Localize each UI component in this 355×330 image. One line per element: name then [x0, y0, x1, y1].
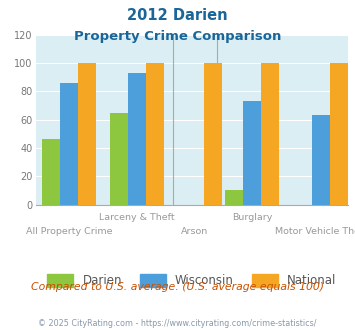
Bar	[128, 73, 146, 205]
Bar	[330, 63, 348, 205]
Text: All Property Crime: All Property Crime	[26, 227, 112, 236]
Bar	[225, 190, 244, 205]
Bar	[244, 101, 262, 205]
Text: Arson: Arson	[181, 227, 208, 236]
Bar	[262, 63, 279, 205]
Text: Motor Vehicle Theft: Motor Vehicle Theft	[275, 227, 355, 236]
Bar	[146, 63, 164, 205]
Text: Property Crime Comparison: Property Crime Comparison	[74, 30, 281, 43]
Bar	[312, 115, 330, 205]
Text: 2012 Darien: 2012 Darien	[127, 8, 228, 23]
Bar	[204, 63, 222, 205]
Bar	[78, 63, 96, 205]
Legend: Darien, Wisconsin, National: Darien, Wisconsin, National	[42, 269, 341, 292]
Text: © 2025 CityRating.com - https://www.cityrating.com/crime-statistics/: © 2025 CityRating.com - https://www.city…	[38, 319, 317, 328]
Text: Burglary: Burglary	[232, 213, 273, 222]
Bar	[110, 113, 128, 205]
Bar	[42, 140, 60, 205]
Text: Compared to U.S. average. (U.S. average equals 100): Compared to U.S. average. (U.S. average …	[31, 282, 324, 292]
Bar	[60, 83, 78, 205]
Text: Larceny & Theft: Larceny & Theft	[99, 213, 175, 222]
